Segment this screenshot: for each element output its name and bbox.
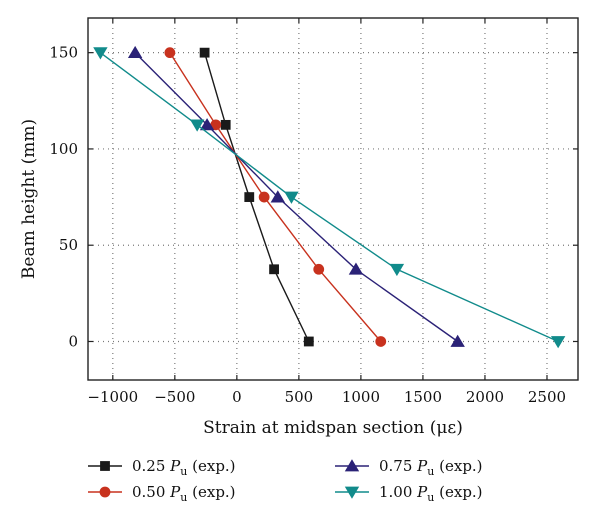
x-tick-label: −1000 bbox=[87, 388, 138, 406]
series-2 bbox=[164, 47, 387, 347]
series-3 bbox=[127, 45, 465, 347]
data-point bbox=[258, 191, 270, 203]
data-point bbox=[93, 47, 108, 60]
x-tick-label: 2000 bbox=[466, 388, 504, 406]
data-series bbox=[93, 45, 566, 349]
series-line bbox=[134, 52, 459, 343]
data-point bbox=[450, 334, 465, 347]
data-point bbox=[189, 119, 205, 132]
legend: 0.25 Pu (exp.) 0.50 Pu (exp.) 0.75 Pu (exp… bbox=[88, 457, 483, 504]
legend-label: 0.75 Pu (exp.) bbox=[379, 457, 483, 478]
x-axis-title: Strain at midspan section (με) bbox=[203, 418, 463, 438]
x-tick-label: 1500 bbox=[404, 388, 442, 406]
data-point bbox=[199, 47, 210, 58]
data-point bbox=[164, 47, 176, 59]
legend-label: 0.25 Pu (exp.) bbox=[132, 457, 236, 478]
legend-label: 1.00 Pu (exp.) bbox=[379, 483, 483, 504]
x-tick-label: 2500 bbox=[528, 388, 566, 406]
axis-ticks bbox=[88, 18, 578, 380]
data-point bbox=[313, 263, 325, 275]
legend-item: 0.50 Pu (exp.) bbox=[88, 483, 236, 504]
legend-marker bbox=[100, 461, 110, 471]
gridlines bbox=[88, 18, 578, 380]
legend-item: 1.00 Pu (exp.) bbox=[335, 483, 483, 504]
data-point bbox=[270, 190, 285, 203]
data-point bbox=[269, 264, 279, 275]
legend-marker bbox=[344, 459, 360, 472]
data-point bbox=[550, 336, 566, 349]
data-point bbox=[375, 336, 387, 347]
data-point bbox=[244, 192, 255, 202]
data-point bbox=[220, 119, 231, 130]
series-1 bbox=[199, 47, 314, 347]
legend-label: 0.50 Pu (exp.) bbox=[132, 483, 236, 504]
y-tick-label: 150 bbox=[49, 44, 78, 62]
data-point bbox=[303, 336, 314, 347]
x-tick-label: 500 bbox=[285, 388, 314, 406]
data-point bbox=[284, 191, 299, 204]
y-tick-label: 100 bbox=[49, 140, 78, 158]
data-point bbox=[127, 45, 143, 59]
x-tick-label: −500 bbox=[154, 388, 195, 406]
legend-item: 0.25 Pu (exp.) bbox=[88, 457, 236, 478]
tick-labels: −1000 −500 0 500 1000 1500 2000 2500 0 50 100 150 bbox=[49, 44, 566, 406]
legend-marker bbox=[344, 486, 360, 499]
series-line bbox=[99, 52, 559, 343]
x-tick-label: 1000 bbox=[342, 388, 380, 406]
data-point bbox=[389, 263, 405, 277]
data-point bbox=[348, 262, 364, 275]
y-tick-label: 50 bbox=[59, 236, 78, 254]
legend-marker bbox=[99, 486, 111, 498]
y-tick-label: 0 bbox=[68, 332, 78, 350]
x-tick-label: 0 bbox=[232, 388, 242, 406]
y-axis-title: Beam height (mm) bbox=[19, 119, 39, 279]
series-4 bbox=[93, 47, 566, 349]
plot-frame bbox=[87, 17, 579, 381]
legend-item: 0.75 Pu (exp.) bbox=[335, 457, 483, 478]
data-point bbox=[199, 118, 215, 131]
